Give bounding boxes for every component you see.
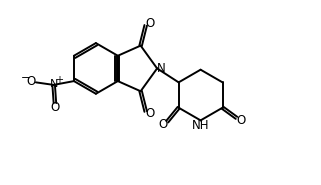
Text: O: O [158,118,167,131]
Text: N: N [49,79,58,89]
Text: O: O [236,114,246,127]
Text: −: − [21,73,30,83]
Text: N: N [157,62,166,75]
Text: O: O [51,101,60,114]
Text: NH: NH [192,119,209,132]
Text: O: O [27,75,36,88]
Text: O: O [146,17,155,30]
Text: +: + [55,75,63,85]
Text: O: O [146,107,155,120]
